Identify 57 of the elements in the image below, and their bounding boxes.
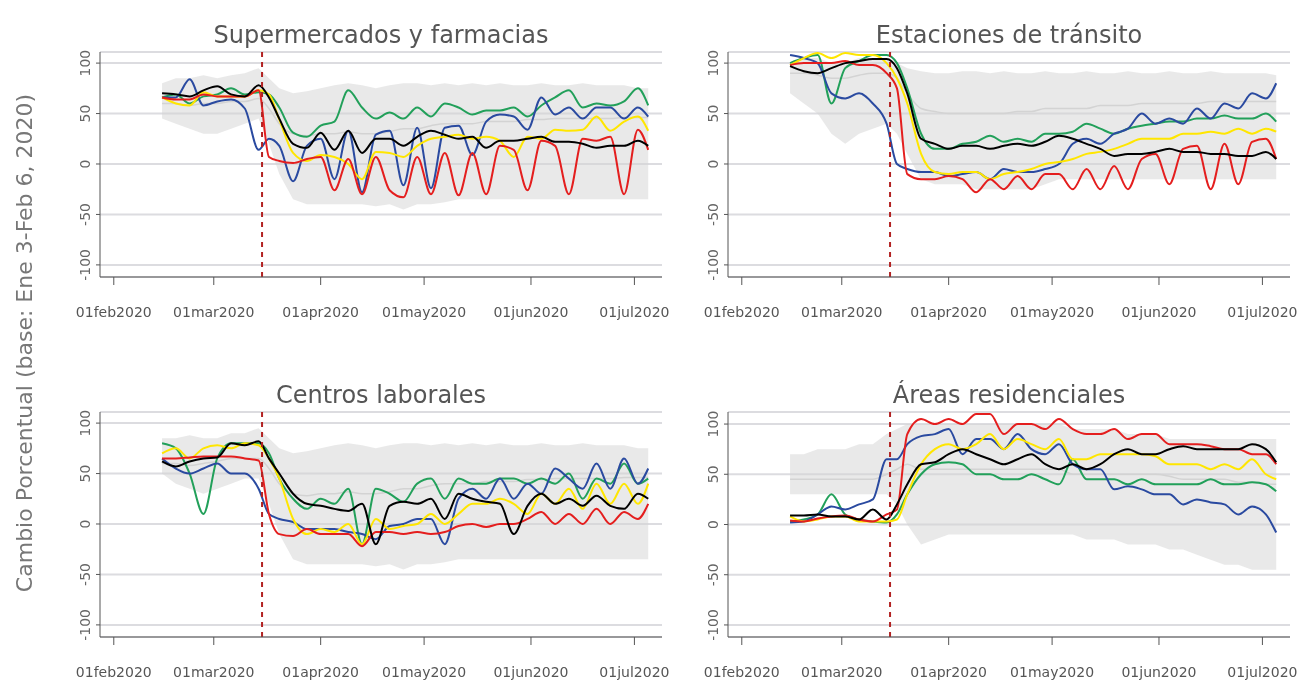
y-tick-label: -100	[705, 249, 721, 281]
x-tick-label: 01jun2020	[493, 664, 569, 680]
y-tick-label: 0	[705, 520, 721, 529]
x-tick-label: 01mar2020	[173, 304, 255, 320]
y-tick-label: 0	[705, 159, 721, 169]
y-tick-label: -50	[705, 563, 721, 587]
y-tick-label: 100	[705, 410, 721, 438]
x-tick-label: 01jul2020	[1227, 304, 1298, 320]
x-tick-label: 01feb2020	[703, 304, 780, 320]
x-tick-label: 01feb2020	[75, 304, 152, 320]
x-tick-label: 01feb2020	[75, 664, 152, 680]
line-series	[789, 413, 1278, 523]
chart-title: Centros laborales	[274, 380, 488, 410]
chart-title: Áreas residenciales	[891, 380, 1127, 410]
y-tick-label: -100	[77, 249, 93, 281]
y-tick-label: 100	[77, 49, 93, 77]
y-tick-label: 50	[77, 464, 93, 483]
x-tick-label: 01jun2020	[1121, 304, 1197, 320]
y-tick-label: 100	[705, 49, 721, 77]
chart-title: Supermercados y farmacias	[212, 20, 550, 50]
y-tick-label: 50	[77, 104, 93, 123]
line-series	[161, 89, 650, 181]
line-series	[789, 428, 1278, 534]
y-axis-title: Cambio Porcentual (base: Ene 3-Feb 6, 2020)	[11, 93, 37, 593]
x-tick-label: 01may2020	[382, 664, 467, 680]
y-tick-label: -50	[705, 203, 721, 226]
y-tick-label: -100	[77, 609, 93, 641]
y-tick-label: 50	[705, 104, 721, 123]
x-tick-label: 01mar2020	[173, 664, 255, 680]
x-tick-label: 01jul2020	[599, 664, 670, 680]
y-tick-label: -50	[77, 563, 93, 586]
line-series	[161, 457, 649, 497]
x-tick-label: 01jun2020	[493, 304, 569, 320]
x-tick-label: 01feb2020	[703, 664, 780, 680]
y-tick-label: -50	[77, 203, 93, 226]
x-tick-label: 01mar2020	[801, 304, 883, 320]
y-tick-label: -100	[705, 609, 721, 641]
y-tick-label: 0	[77, 159, 93, 169]
line-series	[161, 97, 649, 137]
line-series	[789, 72, 1277, 115]
x-tick-label: 01mar2020	[801, 664, 883, 680]
x-tick-label: 01jun2020	[1121, 664, 1197, 680]
y-tick-label: 100	[77, 409, 93, 437]
x-tick-label: 01apr2020	[282, 304, 359, 320]
x-tick-label: 01apr2020	[910, 304, 987, 320]
line-series	[789, 463, 1277, 486]
y-tick-label: 50	[705, 465, 721, 484]
line-series	[161, 84, 650, 154]
chart-title: Estaciones de tránsito	[874, 20, 1144, 50]
x-tick-label: 01jul2020	[599, 304, 670, 320]
y-tick-label: 0	[77, 519, 93, 529]
x-tick-label: 01may2020	[382, 304, 467, 320]
x-tick-label: 01apr2020	[910, 664, 987, 680]
x-tick-label: 01apr2020	[282, 664, 359, 680]
x-tick-label: 01may2020	[1010, 304, 1095, 320]
x-tick-label: 01jul2020	[1227, 664, 1298, 680]
x-tick-label: 01may2020	[1010, 664, 1095, 680]
